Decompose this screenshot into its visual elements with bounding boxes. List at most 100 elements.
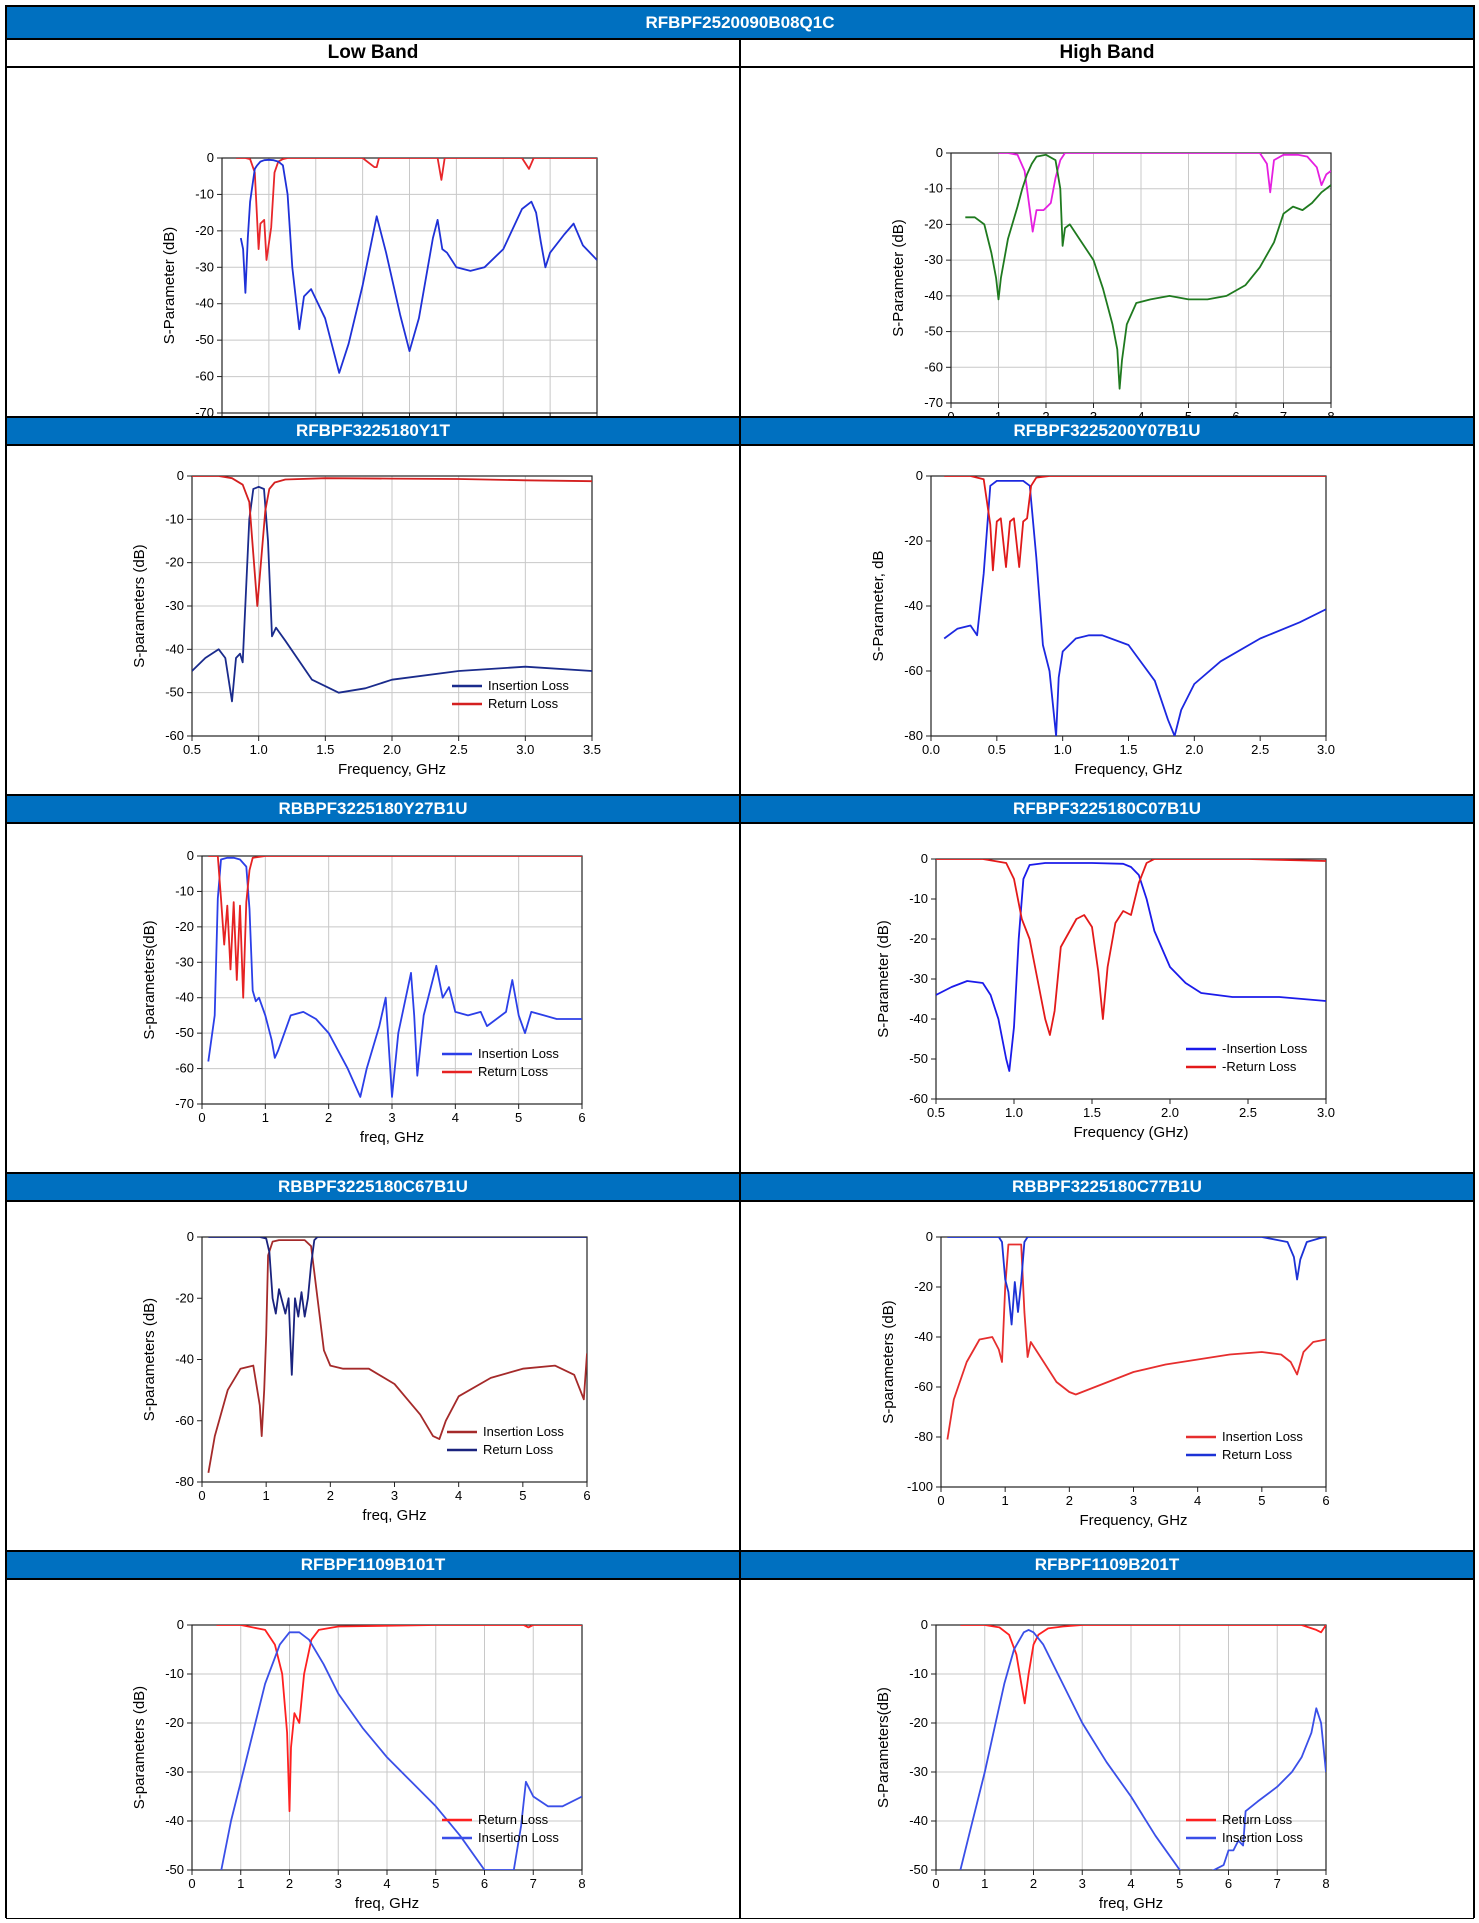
page-title: RFBPF2520090B08Q1C: [6, 6, 1474, 39]
x-tick-label: 0.5: [988, 742, 1006, 757]
y-tick-label: -80: [175, 1474, 194, 1489]
chart-cell: 0 1 2 3 4 5 6 7 8 0 -10 -20 -30 -40 -50 freq, GHz S-para…: [6, 1579, 740, 1919]
legend-label: Return Loss: [478, 1812, 549, 1827]
x-tick-label: 0: [932, 1876, 939, 1891]
x-tick-label: 8: [1322, 1876, 1329, 1891]
x-axis-label: freq, GHz: [1099, 1895, 1163, 1912]
product-header: RFBPF3225180Y1T: [6, 417, 740, 445]
y-tick-label: -40: [909, 1011, 928, 1026]
x-tick-label: 3.0: [1317, 742, 1335, 757]
y-tick-label: 0: [916, 468, 923, 483]
series-line-1: [946, 1243, 1326, 1440]
y-tick-label: -60: [904, 663, 923, 678]
y-tick-label: -20: [924, 216, 943, 231]
y-tick-label: -70: [175, 1096, 194, 1111]
x-tick-label: 1: [237, 1876, 244, 1891]
x-tick-label: 0: [937, 1493, 944, 1508]
y-tick-label: -10: [924, 181, 943, 196]
y-tick-label: -30: [909, 971, 928, 986]
y-axis-label: S-Parameter, dB: [870, 551, 887, 662]
subheader-low-band: Low Band: [6, 39, 740, 67]
legend-label: Return Loss: [483, 1442, 554, 1457]
product-header: RFBPF1109B101T: [6, 1551, 740, 1579]
y-tick-label: 0: [177, 468, 184, 483]
x-tick-label: 8: [1327, 409, 1334, 416]
product-header: RFBPF3225180C07B1U: [740, 795, 1474, 823]
y-tick-label: -60: [195, 369, 214, 384]
x-tick-label: 2: [325, 1110, 332, 1125]
x-tick-label: 2.5: [1239, 1105, 1257, 1120]
series-line-1: [192, 485, 592, 703]
y-tick-label: -10: [175, 883, 194, 898]
series-line-1: [960, 1625, 1326, 1705]
y-tick-label: -70: [924, 395, 943, 410]
series-line-2: [944, 476, 1326, 572]
chart-svg: 0 1 2 3 4 5 6 7 8 0 -10 -20 -30 -40 -50 freq, GHz S-para…: [131, 1617, 586, 1912]
x-tick-label: 5: [432, 1876, 439, 1891]
series-line-2: [220, 1631, 582, 1870]
chart-cell: 0.5 1.0 1.5 2.0 2.5 3.0 3.5 0 -10 -20 -30 -40 -50 -60…: [6, 445, 740, 795]
x-tick-label: 2.0: [1161, 1105, 1179, 1120]
x-tick-label: 2: [286, 1876, 293, 1891]
x-tick-label: 3: [1090, 409, 1097, 416]
legend-label: Insertion Loss: [1222, 1429, 1303, 1444]
y-tick-label: -80: [914, 1429, 933, 1444]
x-tick-label: 3.0: [516, 742, 534, 757]
product-header: RBBPF3225180Y27B1U: [6, 795, 740, 823]
x-tick-label: 4: [455, 1488, 462, 1503]
legend-label: Insertion Loss: [483, 1424, 564, 1439]
product-header: RFBPF1109B201T: [740, 1551, 1474, 1579]
x-tick-label: 0.5: [927, 1105, 945, 1120]
x-tick-label: 1.5: [316, 742, 334, 757]
x-tick-label: 1.0: [250, 742, 268, 757]
y-tick-label: 0: [177, 1617, 184, 1632]
series-line-2: [936, 859, 1326, 1036]
y-tick-label: -40: [909, 1813, 928, 1828]
y-tick-label: 0: [187, 1229, 194, 1244]
x-tick-label: 2: [1030, 1876, 1037, 1891]
y-axis-label: S-Parameter (dB): [161, 227, 178, 345]
y-tick-label: -10: [909, 1666, 928, 1681]
y-tick-label: -40: [924, 288, 943, 303]
y-tick-label: -50: [165, 685, 184, 700]
y-tick-label: -60: [165, 728, 184, 743]
y-tick-label: -20: [914, 1279, 933, 1294]
legend-label: -Insertion Loss: [1222, 1041, 1308, 1056]
y-tick-label: -40: [175, 1352, 194, 1367]
y-axis-label: S-parameters(dB): [141, 920, 158, 1039]
y-tick-label: -20: [165, 1715, 184, 1730]
x-tick-label: 0: [198, 1488, 205, 1503]
y-tick-label: -50: [924, 324, 943, 339]
y-tick-label: -10: [195, 186, 214, 201]
series-line-1: [207, 856, 582, 1098]
x-axis-label: Frequency (GHz): [1073, 1124, 1188, 1141]
y-tick-label: -80: [904, 728, 923, 743]
x-tick-label: 4: [1127, 1876, 1134, 1891]
x-tick-label: 6: [1322, 1493, 1329, 1508]
legend-label: Return Loss: [488, 696, 559, 711]
y-axis-label: S-parameters (dB): [880, 1300, 897, 1423]
x-tick-label: 2.5: [450, 742, 468, 757]
series-line-2: [208, 856, 582, 999]
x-tick-label: 3: [388, 1110, 395, 1125]
y-tick-label: -60: [175, 1413, 194, 1428]
chart-cell-high-band: 0123456780-10-20-30-40-50-60-70Frequency…: [740, 67, 1474, 417]
legend-label: Insertion Loss: [1222, 1830, 1303, 1845]
y-tick-label: -30: [165, 598, 184, 613]
x-axis-label: Frequency, GHz: [1074, 761, 1182, 778]
series-line-2: [208, 1237, 587, 1376]
x-tick-label: 2: [1042, 409, 1049, 416]
chart-cell-low-band: 0123456780-10-20-30-40-50-60-70Frequency…: [6, 67, 740, 417]
y-tick-label: -20: [909, 931, 928, 946]
chart-svg: 0 1 2 3 4 5 6 0 -20 -40 -60 -80 -100 Frequency, GHz S-…: [880, 1229, 1330, 1529]
x-tick-label: 3.5: [583, 742, 601, 757]
x-tick-label: 5: [1176, 1876, 1183, 1891]
x-tick-label: 1.0: [1005, 1105, 1023, 1120]
y-tick-label: -50: [165, 1862, 184, 1877]
x-tick-label: 1.0: [1054, 742, 1072, 757]
chart-svg: 0123456780-10-20-30-40-50-60-70Frequency…: [890, 145, 1335, 416]
plot-frame: [930, 475, 1327, 737]
x-tick-label: 4: [452, 1110, 459, 1125]
y-tick-label: -60: [924, 359, 943, 374]
x-tick-label: 5: [1258, 1493, 1265, 1508]
